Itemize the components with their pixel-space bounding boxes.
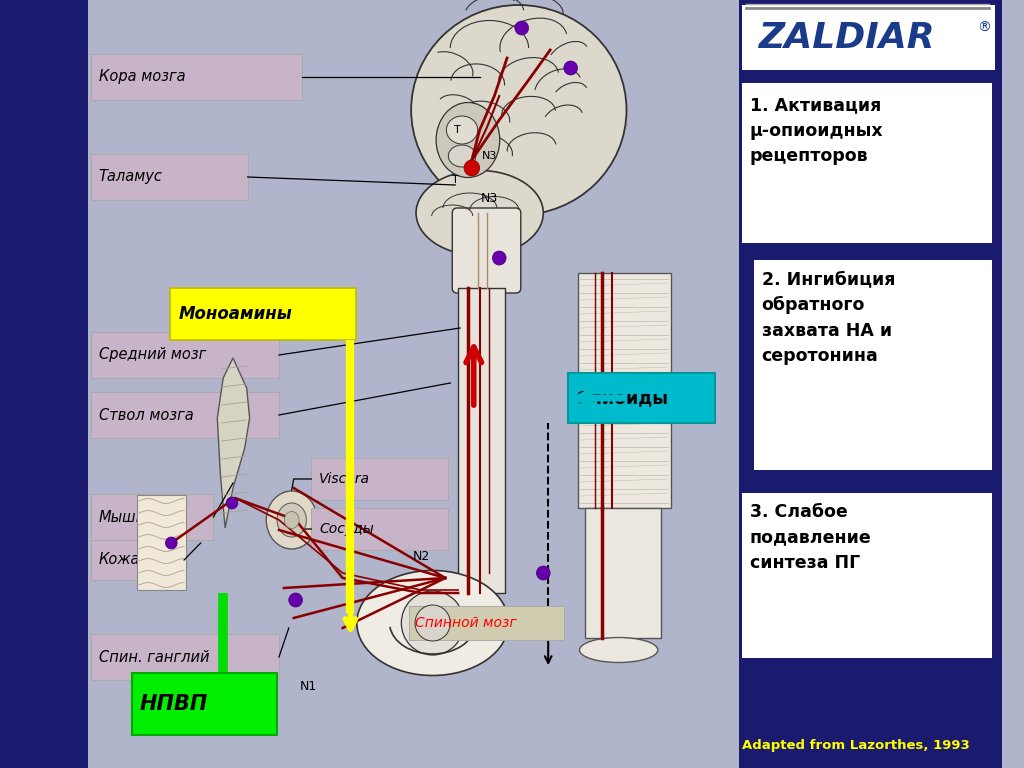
Text: Adapted from Lazorthes, 1993: Adapted from Lazorthes, 1993 (742, 740, 970, 753)
Text: Моноамины: Моноамины (178, 305, 292, 323)
Ellipse shape (580, 637, 657, 663)
Polygon shape (217, 358, 250, 528)
Ellipse shape (416, 170, 544, 256)
Text: Спин. ганглий: Спин. ганглий (99, 650, 209, 664)
Text: Таламус: Таламус (99, 170, 163, 184)
Circle shape (415, 605, 451, 641)
Text: T: T (452, 175, 459, 185)
Circle shape (166, 537, 177, 549)
FancyBboxPatch shape (567, 373, 715, 423)
Circle shape (564, 61, 578, 75)
Ellipse shape (412, 5, 627, 215)
FancyBboxPatch shape (742, 493, 991, 658)
Circle shape (515, 21, 528, 35)
FancyBboxPatch shape (91, 494, 213, 540)
FancyBboxPatch shape (742, 5, 994, 70)
FancyBboxPatch shape (91, 540, 184, 580)
FancyBboxPatch shape (91, 332, 279, 378)
Text: Спинной мозг: Спинной мозг (415, 616, 517, 630)
Circle shape (226, 497, 238, 509)
Text: Viscera: Viscera (319, 472, 370, 486)
Text: Опиоиды: Опиоиды (575, 389, 669, 407)
FancyBboxPatch shape (91, 634, 279, 680)
FancyBboxPatch shape (311, 458, 449, 500)
FancyBboxPatch shape (410, 606, 564, 640)
Ellipse shape (449, 145, 476, 167)
Circle shape (537, 566, 550, 580)
Ellipse shape (356, 571, 509, 676)
Text: Ствол мозга: Ствол мозга (99, 408, 194, 422)
Text: 2. Ингибиция
обратного
захвата НА и
серотонина: 2. Ингибиция обратного захвата НА и серо… (762, 270, 895, 366)
Ellipse shape (446, 116, 478, 144)
Text: Мышцы: Мышцы (99, 509, 158, 525)
Text: Кора мозга: Кора мозга (99, 69, 185, 84)
Ellipse shape (285, 511, 299, 528)
FancyBboxPatch shape (170, 288, 356, 340)
Text: НПВП: НПВП (140, 694, 208, 714)
Text: Сосуды: Сосуды (319, 522, 374, 536)
FancyBboxPatch shape (311, 508, 449, 550)
FancyBboxPatch shape (754, 260, 991, 470)
Text: Средний мозг: Средний мозг (99, 347, 206, 362)
Ellipse shape (266, 491, 317, 549)
FancyBboxPatch shape (453, 208, 521, 293)
Ellipse shape (278, 503, 306, 537)
Text: 1. Активация
μ-опиоидных
рецепторов: 1. Активация μ-опиоидных рецепторов (750, 96, 884, 165)
Text: ®: ® (977, 21, 991, 35)
Text: ZALDIAR: ZALDIAR (759, 21, 935, 55)
Circle shape (493, 251, 506, 265)
Text: 3. Слабое
подавление
синтеза ПГ: 3. Слабое подавление синтеза ПГ (750, 503, 871, 572)
Text: T: T (454, 125, 461, 135)
Text: N3: N3 (481, 191, 498, 204)
FancyBboxPatch shape (458, 288, 505, 593)
Circle shape (289, 593, 302, 607)
FancyBboxPatch shape (586, 508, 660, 638)
FancyBboxPatch shape (137, 495, 186, 590)
Circle shape (401, 591, 464, 655)
Circle shape (464, 160, 479, 176)
FancyBboxPatch shape (578, 273, 671, 508)
FancyBboxPatch shape (132, 673, 278, 735)
FancyBboxPatch shape (739, 0, 1002, 768)
Text: Кожа: Кожа (99, 552, 140, 568)
Text: N1: N1 (300, 680, 317, 693)
Text: N3: N3 (481, 151, 497, 161)
FancyBboxPatch shape (91, 392, 279, 438)
FancyBboxPatch shape (91, 54, 301, 100)
FancyBboxPatch shape (91, 154, 248, 200)
Ellipse shape (436, 102, 500, 177)
FancyBboxPatch shape (0, 0, 88, 768)
Text: N2: N2 (413, 549, 429, 562)
FancyBboxPatch shape (742, 83, 991, 243)
